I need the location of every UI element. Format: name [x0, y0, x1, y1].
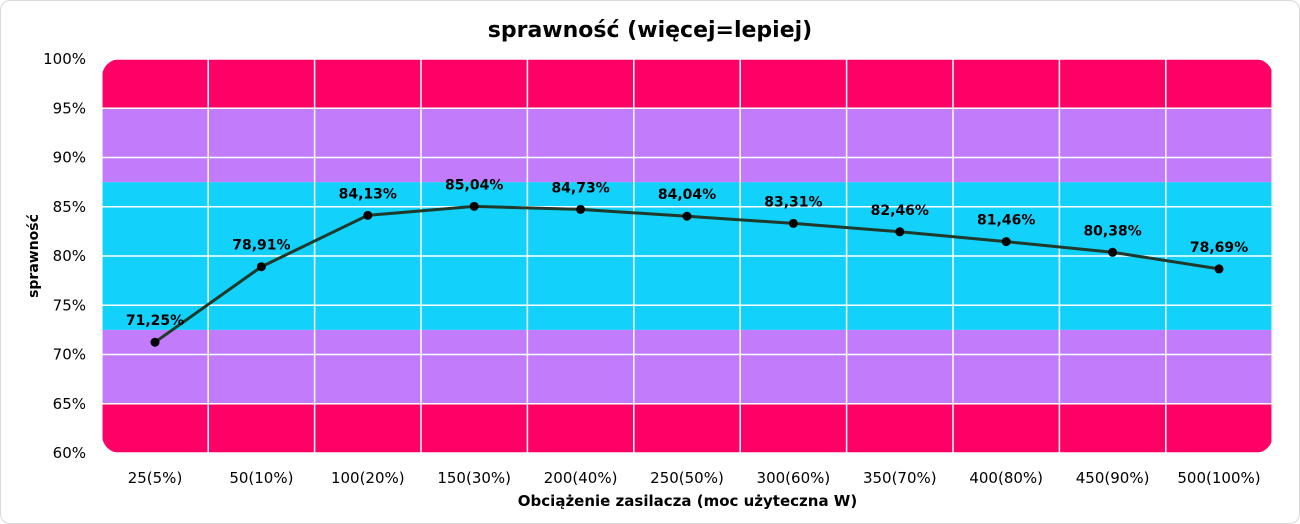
band-0: [102, 403, 1273, 453]
data-label: 85,04%: [445, 177, 503, 193]
x-tick-label: 350(70%): [863, 469, 937, 487]
x-axis-title: Obciążenie zasilacza (moc użyteczna W): [517, 492, 858, 510]
x-axis-ticks: 25(5%) 50(10%) 100(20%) 150(30%) 200(40%) 250…: [128, 469, 1261, 487]
x-tick-label: 150(30%): [437, 469, 511, 487]
x-tick-label: 200(40%): [544, 469, 618, 487]
band-4: [102, 59, 1273, 109]
y-tick-label: 95%: [53, 99, 86, 117]
data-label: 84,13%: [339, 186, 397, 202]
x-tick-label: 100(20%): [331, 469, 405, 487]
x-tick-label: 500(100%): [1177, 469, 1260, 487]
data-point: [682, 211, 692, 221]
data-point: [788, 218, 798, 228]
y-tick-label: 90%: [53, 149, 86, 167]
data-point: [576, 204, 586, 214]
grid-lines: [101, 58, 1273, 454]
data-label: 82,46%: [871, 203, 929, 219]
chart-title: sprawność (więcej=lepiej): [487, 18, 813, 43]
y-tick-label: 85%: [53, 198, 86, 216]
x-tick-label: 50(10%): [229, 469, 293, 487]
x-tick-label: 400(80%): [969, 469, 1043, 487]
y-tick-label: 65%: [53, 395, 86, 413]
data-point: [469, 201, 479, 211]
data-point: [895, 227, 905, 237]
data-label: 84,73%: [551, 180, 609, 196]
x-tick-label: 25(5%): [128, 469, 183, 487]
data-label: 78,69%: [1190, 240, 1248, 256]
data-label: 81,46%: [977, 213, 1035, 229]
data-label: 78,91%: [232, 238, 290, 254]
y-tick-label: 70%: [53, 346, 86, 364]
data-point: [1108, 247, 1118, 257]
y-tick-label: 60%: [53, 444, 86, 462]
x-tick-label: 250(50%): [650, 469, 724, 487]
data-label: 84,04%: [658, 187, 716, 203]
band-3: [102, 108, 1273, 183]
data-labels: 71,25% 78,91% 84,13% 85,04% 84,73% 84,04% 83,3…: [126, 177, 1248, 329]
x-tick-label: 450(90%): [1076, 469, 1150, 487]
data-point: [1214, 264, 1224, 274]
band-1: [102, 329, 1273, 404]
data-point: [256, 262, 266, 272]
y-axis-ticks: 60% 65% 70% 75% 80% 85% 90% 95% 100%: [43, 50, 86, 462]
data-label: 71,25%: [126, 313, 184, 329]
data-point: [150, 337, 160, 347]
data-label: 80,38%: [1083, 223, 1141, 239]
series-efficiency: [150, 201, 1224, 347]
data-label: 83,31%: [764, 194, 822, 210]
y-tick-label: 80%: [53, 247, 86, 265]
y-tick-label: 75%: [53, 296, 86, 314]
data-point: [363, 210, 373, 220]
data-point: [1001, 237, 1011, 247]
y-tick-label: 100%: [43, 50, 86, 68]
x-tick-label: 300(60%): [757, 469, 831, 487]
